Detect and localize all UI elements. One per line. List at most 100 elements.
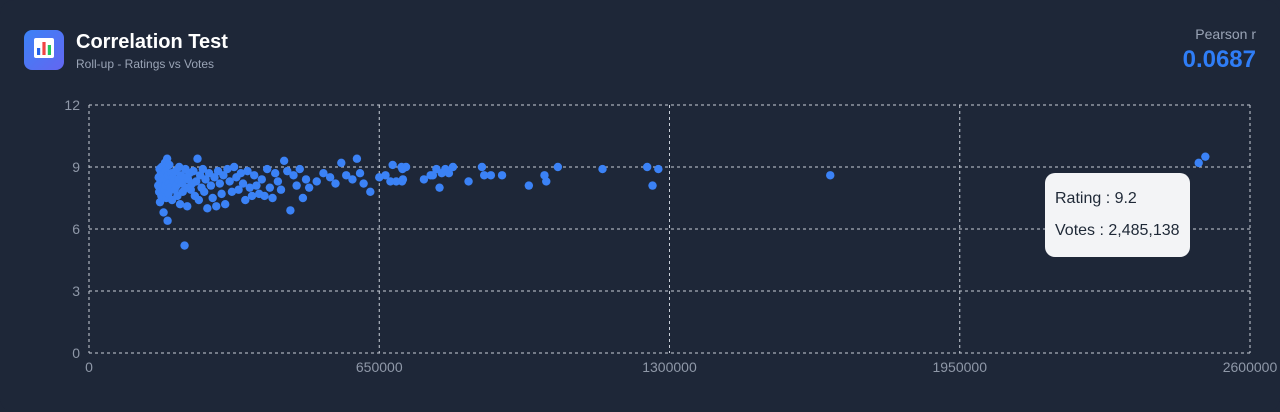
data-point[interactable] — [304, 183, 314, 192]
data-point[interactable] — [220, 200, 230, 209]
data-point[interactable] — [386, 177, 395, 186]
data-point[interactable] — [497, 171, 507, 180]
data-point[interactable] — [1201, 152, 1210, 161]
data-point[interactable] — [448, 162, 458, 172]
metric-value: 0.0687 — [1182, 46, 1256, 73]
data-point[interactable] — [1194, 158, 1203, 168]
data-point[interactable] — [203, 204, 212, 213]
data-point[interactable] — [479, 171, 489, 180]
data-point[interactable] — [191, 177, 201, 186]
data-point[interactable] — [359, 179, 368, 188]
data-point[interactable] — [642, 162, 652, 172]
tooltip-votes: Votes : 2,485,138 — [1055, 222, 1180, 239]
data-point[interactable] — [159, 208, 168, 217]
data-point[interactable] — [388, 160, 397, 170]
data-point[interactable] — [273, 177, 283, 186]
data-point[interactable] — [381, 171, 390, 180]
data-point[interactable] — [175, 200, 185, 209]
data-point[interactable] — [598, 164, 607, 174]
data-point[interactable] — [189, 166, 198, 176]
data-point[interactable] — [298, 193, 308, 203]
metric-label: Pearson r — [1195, 26, 1256, 42]
data-point[interactable] — [215, 179, 225, 188]
data-point[interactable] — [252, 181, 261, 190]
page-subtitle: Roll-up - Ratings vs Votes — [76, 57, 215, 71]
data-point[interactable] — [648, 181, 657, 190]
data-point[interactable] — [337, 158, 346, 168]
data-point[interactable] — [464, 177, 473, 186]
data-point[interactable] — [198, 164, 208, 174]
data-point[interactable] — [477, 162, 487, 172]
data-point[interactable] — [223, 164, 232, 174]
data-point[interactable] — [352, 154, 362, 163]
data-point[interactable] — [312, 177, 321, 186]
data-point[interactable] — [319, 169, 328, 178]
data-point[interactable] — [180, 241, 189, 250]
data-point[interactable] — [401, 162, 411, 172]
data-point[interactable] — [286, 206, 295, 215]
data-point[interactable] — [435, 183, 444, 192]
tooltip-rating: Rating : 9.2 — [1055, 190, 1137, 207]
data-point[interactable] — [325, 173, 335, 182]
data-point[interactable] — [419, 175, 429, 184]
data-point[interactable] — [826, 171, 835, 180]
data-point[interactable] — [241, 195, 250, 205]
y-tick-label: 12 — [64, 97, 80, 113]
data-point[interactable] — [210, 173, 219, 182]
data-point[interactable] — [398, 175, 408, 184]
data-point[interactable] — [268, 193, 277, 203]
data-point[interactable] — [654, 164, 663, 174]
data-point[interactable] — [542, 177, 551, 186]
data-point[interactable] — [257, 175, 267, 184]
data-point[interactable] — [208, 193, 217, 203]
x-tick-label: 1950000 — [932, 359, 987, 375]
data-point[interactable] — [229, 162, 239, 172]
data-point[interactable] — [193, 154, 202, 163]
data-point[interactable] — [200, 187, 209, 196]
data-point[interactable] — [295, 164, 304, 174]
data-point[interactable] — [238, 179, 248, 188]
data-point[interactable] — [245, 183, 254, 192]
data-point[interactable] — [366, 187, 375, 196]
data-point[interactable] — [194, 195, 204, 205]
data-point[interactable] — [225, 177, 234, 186]
data-point[interactable] — [219, 171, 228, 180]
data-points[interactable] — [154, 152, 1210, 250]
data-point[interactable] — [271, 169, 280, 178]
data-point[interactable] — [292, 181, 301, 190]
data-point[interactable] — [212, 202, 221, 211]
data-point[interactable] — [260, 191, 269, 201]
data-point[interactable] — [301, 175, 311, 184]
data-point[interactable] — [279, 156, 289, 165]
data-point[interactable] — [250, 171, 259, 180]
data-point[interactable] — [206, 181, 216, 190]
data-point[interactable] — [524, 181, 534, 190]
data-point[interactable] — [243, 166, 252, 176]
data-point[interactable] — [183, 202, 192, 211]
data-point[interactable] — [234, 185, 243, 194]
data-point[interactable] — [262, 164, 272, 174]
data-point[interactable] — [165, 160, 174, 170]
data-point[interactable] — [553, 162, 563, 172]
data-point[interactable] — [331, 179, 340, 188]
data-point[interactable] — [348, 175, 357, 184]
data-point[interactable] — [276, 185, 286, 194]
data-point[interactable] — [428, 171, 438, 180]
data-point[interactable] — [236, 169, 246, 178]
y-tick-label: 6 — [72, 221, 80, 237]
data-point[interactable] — [355, 169, 365, 178]
data-point[interactable] — [289, 171, 298, 180]
data-point[interactable] — [227, 187, 237, 196]
data-point[interactable] — [163, 216, 172, 225]
data-point[interactable] — [392, 177, 401, 186]
data-point[interactable] — [486, 171, 496, 180]
data-point[interactable] — [247, 191, 257, 201]
data-point[interactable] — [342, 171, 351, 180]
data-point[interactable] — [283, 166, 292, 176]
data-point[interactable] — [444, 169, 454, 178]
data-point[interactable] — [217, 189, 226, 199]
data-point[interactable] — [201, 175, 210, 184]
data-point[interactable] — [265, 183, 275, 192]
